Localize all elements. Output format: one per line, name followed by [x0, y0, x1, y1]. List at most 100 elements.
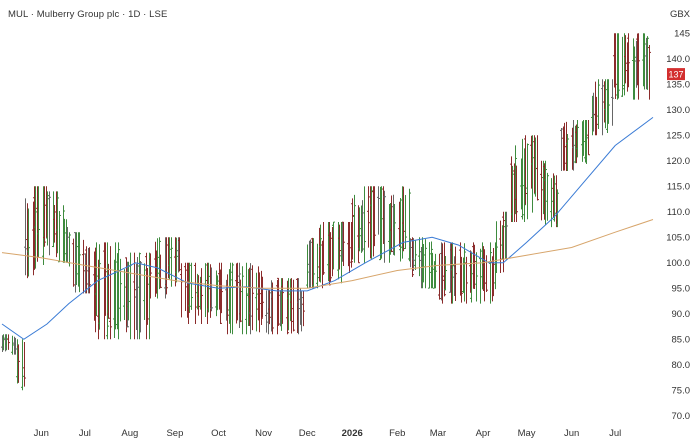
ohlc-bar: [146, 267, 149, 325]
ohlc-bar: [587, 120, 590, 156]
ohlc-bar: [465, 256, 468, 304]
ohlc-bar: [367, 186, 370, 248]
ohlc-bar: [300, 291, 303, 332]
ohlc-bar: [261, 276, 264, 318]
ohlc-bar: [607, 79, 610, 124]
ohlc-bar: [133, 252, 136, 340]
ohlc-bar: [170, 237, 173, 287]
ohlc-bar: [104, 242, 107, 316]
ohlc-bar: [443, 242, 446, 297]
ohlc-bar: [648, 45, 651, 100]
x-tick-label: Dec: [299, 428, 316, 439]
ohlc-bar: [576, 120, 579, 158]
ohlc-bar: [158, 237, 161, 290]
ohlc-bar: [14, 337, 17, 355]
ohlc-bar: [17, 344, 20, 383]
ohlc-bar: [597, 79, 600, 129]
ohlc-bar: [637, 33, 640, 100]
ohlc-bar: [88, 247, 91, 294]
ohlc-bar: [316, 243, 319, 289]
ohlc-bar: [175, 237, 178, 283]
ohlc-bar: [624, 35, 627, 84]
ohlc-bar: [2, 334, 5, 351]
ohlc-bar: [149, 253, 152, 299]
ohlc-bar: [251, 265, 254, 331]
ohlc-bar: [332, 221, 335, 270]
ohlc-bar: [357, 205, 360, 264]
ohlc-bar: [363, 186, 366, 263]
ohlc-bar: [390, 195, 393, 253]
x-tick-label: Mar: [430, 428, 446, 439]
ohlc-bar: [383, 190, 386, 263]
y-tick-label: 90.0: [672, 309, 691, 320]
ohlc-bar: [66, 226, 69, 263]
ohlc-bar: [43, 186, 46, 247]
x-tick-label: Apr: [476, 428, 491, 439]
ohlc-bar: [159, 254, 162, 289]
last-price-badge: [667, 68, 685, 81]
x-tick-label: Jun: [564, 428, 579, 439]
ohlc-bar: [258, 272, 261, 333]
ohlc-bar: [377, 186, 380, 235]
ohlc-bar: [492, 248, 495, 297]
ohlc-bar: [511, 165, 514, 222]
ohlc-bar: [329, 232, 332, 283]
ohlc-bar: [143, 263, 146, 321]
ohlc-bar: [454, 246, 457, 302]
ohlc-bar: [184, 262, 187, 311]
ohlc-bar: [21, 339, 24, 391]
currency-label[interactable]: GBX: [669, 9, 690, 20]
ohlc-bar: [524, 135, 527, 205]
ohlc-bar: [370, 186, 373, 259]
ohlc-bar: [207, 262, 210, 313]
ohlc-bar: [643, 33, 646, 90]
y-tick-label: 145: [674, 28, 690, 39]
ohlc-bar: [434, 253, 437, 289]
ohlc-bar: [277, 277, 280, 326]
ohlc-bar: [444, 255, 447, 291]
ohlc-bar: [24, 198, 27, 276]
ohlc-bar: [187, 262, 190, 324]
ohlc-bar: [271, 282, 274, 335]
ohlc-bar: [409, 238, 412, 268]
y-tick-label: 135.0: [666, 79, 690, 90]
ohlc-bar: [526, 143, 529, 220]
ohlc-bar: [231, 262, 234, 335]
ohlc-bar: [621, 36, 624, 97]
ohlc-bar: [489, 242, 492, 304]
y-tick-label: 85.0: [672, 334, 691, 345]
ohlc-bar: [204, 263, 207, 318]
ohlc-bar: [188, 262, 191, 313]
ohlc-bar: [627, 33, 630, 88]
ohlc-bar: [546, 172, 549, 221]
ohlc-bar: [75, 232, 78, 286]
y-tick-label: 115.0: [667, 181, 690, 192]
y-tick-label: 140.0: [666, 54, 690, 65]
ohlc-bar: [165, 237, 168, 295]
x-tick-label: Jul: [609, 428, 621, 439]
x-tick-label: Jun: [34, 428, 49, 439]
ohlc-bar: [7, 334, 10, 350]
ohlc-bar: [190, 262, 193, 310]
ohlc-bar: [312, 238, 315, 289]
ohlc-bar: [292, 279, 295, 332]
ohlc-bar: [505, 211, 508, 260]
ohlc-bar: [499, 220, 502, 273]
ohlc-bar: [361, 200, 364, 252]
ohlc-bar: [399, 198, 402, 262]
ohlc-bar: [119, 258, 122, 322]
ohlc-bar: [553, 175, 556, 222]
y-tick-label: 130.0: [666, 105, 690, 116]
chart-title: MUL · Mulberry Group plc · 1D · LSE: [8, 9, 168, 20]
ohlc-bar: [451, 242, 454, 304]
ohlc-bar: [56, 191, 59, 254]
ohlc-bar: [245, 262, 248, 335]
ohlc-bar: [72, 238, 75, 287]
ohlc-bar: [238, 262, 241, 329]
ohlc-bar: [473, 244, 476, 290]
ohlc-bar: [48, 191, 51, 256]
ohlc-bar: [11, 335, 14, 355]
ohlc-bar: [106, 242, 109, 340]
ohlc-bar: [322, 222, 325, 275]
